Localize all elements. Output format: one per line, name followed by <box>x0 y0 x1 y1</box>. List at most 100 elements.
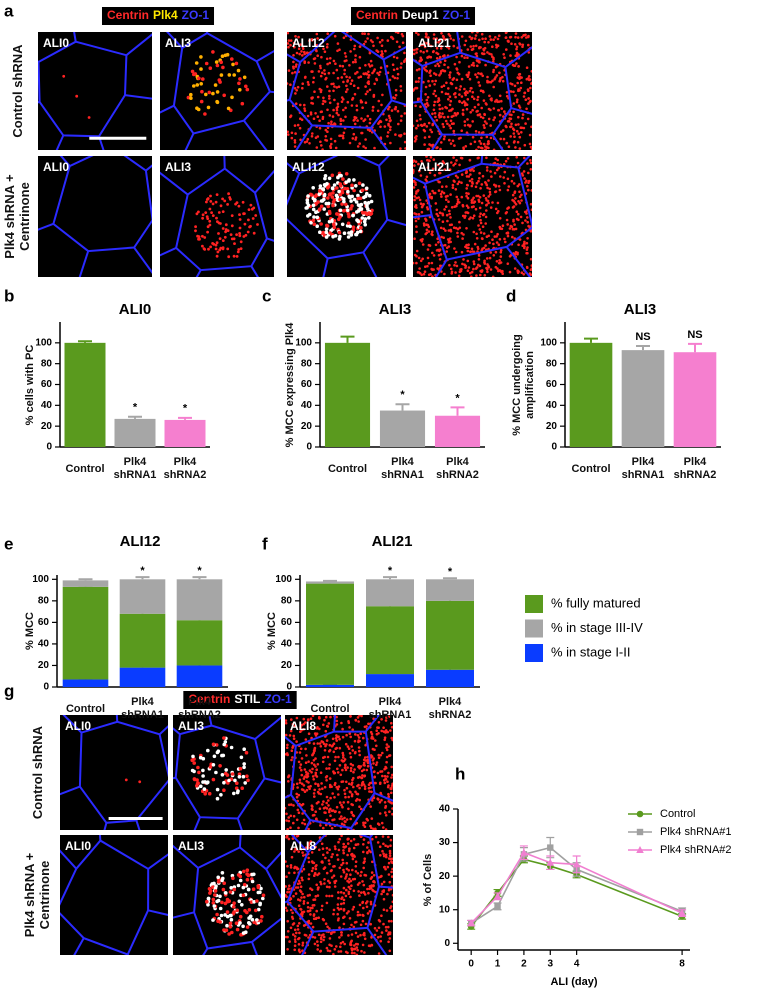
centriole-dot <box>295 63 298 66</box>
centriole-dot <box>301 892 304 896</box>
centriole-dot <box>427 79 430 83</box>
centriole-dot <box>483 262 487 265</box>
centriole-dot <box>353 122 357 126</box>
centriole-dot <box>199 99 204 104</box>
legend-swatch <box>525 619 543 638</box>
centriole-dot <box>351 803 355 807</box>
centriole-dot <box>467 73 470 77</box>
centriole-dot <box>463 103 467 107</box>
centriole-dot <box>215 193 219 197</box>
bar-segment <box>426 579 474 601</box>
centriole-dot <box>241 885 246 890</box>
centriole-dot <box>366 755 369 759</box>
centriole-dot <box>237 204 241 208</box>
centriole-dot <box>236 883 241 888</box>
y-axis-label: % MCC <box>265 612 278 650</box>
centriole-dot <box>316 37 319 40</box>
centriole-dot <box>435 37 438 40</box>
centriole-dot <box>287 42 290 45</box>
centriole-dot <box>492 38 495 41</box>
error-bar <box>443 577 457 580</box>
centriole-dot <box>336 771 340 774</box>
centriole-dot <box>431 79 434 83</box>
centriole-dot <box>471 47 475 51</box>
centriole-dot <box>458 93 461 96</box>
centriole-dot <box>390 791 393 795</box>
centriole-dot <box>254 214 258 217</box>
centriole-dot <box>381 38 384 42</box>
centriole-dot <box>335 186 339 190</box>
centriole-dot <box>526 246 529 249</box>
centriole-dot <box>338 817 342 821</box>
centriole-dot <box>341 817 344 821</box>
centriole-dot <box>365 72 369 76</box>
y-tick-label: 0 <box>306 442 312 453</box>
centriole-dot <box>353 118 356 121</box>
centriole-dot <box>414 192 418 195</box>
centriole-dot <box>353 739 357 743</box>
centriole-dot <box>245 877 250 882</box>
centriole-dot <box>495 74 499 77</box>
centriole-dot <box>350 781 354 785</box>
y-tick-label: 0 <box>46 442 52 453</box>
centriole-dot <box>478 61 481 64</box>
centriole-dot <box>471 182 474 185</box>
centriole-dot <box>326 949 330 952</box>
centriole-dot <box>458 163 461 167</box>
error-bar <box>450 406 465 416</box>
centriole-dot <box>440 185 444 188</box>
centriole-dot <box>473 140 477 144</box>
centriole-dot <box>484 244 487 247</box>
centriole-dot <box>237 772 242 776</box>
centriole-dot <box>460 181 463 184</box>
centriole-dot <box>290 718 293 721</box>
centriole-dot <box>429 128 432 132</box>
centriole-dot <box>366 37 369 40</box>
centriole-dot <box>496 158 500 162</box>
centriole-dot <box>415 47 419 51</box>
centriole-dot <box>316 742 320 745</box>
centriole-dot <box>303 790 307 793</box>
centriole-dot <box>367 216 371 220</box>
centriole-dot <box>285 719 288 722</box>
centriole-dot <box>484 197 488 200</box>
centriole-dot <box>362 838 366 841</box>
centriole-dot <box>366 887 369 891</box>
centriole-dot <box>337 848 341 852</box>
centriole-dot <box>391 773 393 777</box>
centriole-dot <box>446 122 449 126</box>
centriole-dot <box>201 213 205 217</box>
centriole-dot <box>336 767 339 771</box>
centriole-dot <box>493 77 496 81</box>
centriole-dot <box>354 58 357 61</box>
centriole-dot <box>348 752 352 755</box>
y-tick-label: 60 <box>281 617 293 628</box>
centriole-dot <box>333 810 337 814</box>
centriole-dot <box>297 793 301 797</box>
centriole-dot <box>189 96 193 100</box>
centriole-dot <box>337 113 340 117</box>
centriole-dot <box>322 756 325 759</box>
centriole-dot <box>328 231 332 235</box>
centriole-dot <box>306 114 310 118</box>
centriole-dot <box>366 819 370 822</box>
significance-label: * <box>448 566 453 578</box>
cell-border <box>174 724 266 820</box>
centriole-dot <box>326 32 330 35</box>
centriole-dot <box>316 135 320 138</box>
centriole-dot <box>483 112 486 116</box>
centriole-dot <box>321 230 326 235</box>
centriole-dot <box>520 199 523 202</box>
centriole-dot <box>204 92 208 97</box>
y-tick-label: 20 <box>38 660 50 671</box>
centriole-dot <box>458 270 462 274</box>
centriole-dot <box>356 942 360 946</box>
centriole-dot <box>213 893 217 897</box>
centriole-dot <box>413 164 416 167</box>
centriole-dot <box>297 879 301 883</box>
centriole-dot <box>297 760 301 764</box>
centriole-dot <box>333 34 337 38</box>
centriole-dot <box>314 112 317 115</box>
centriole-dot <box>293 928 297 932</box>
centriole-dot <box>387 122 390 126</box>
